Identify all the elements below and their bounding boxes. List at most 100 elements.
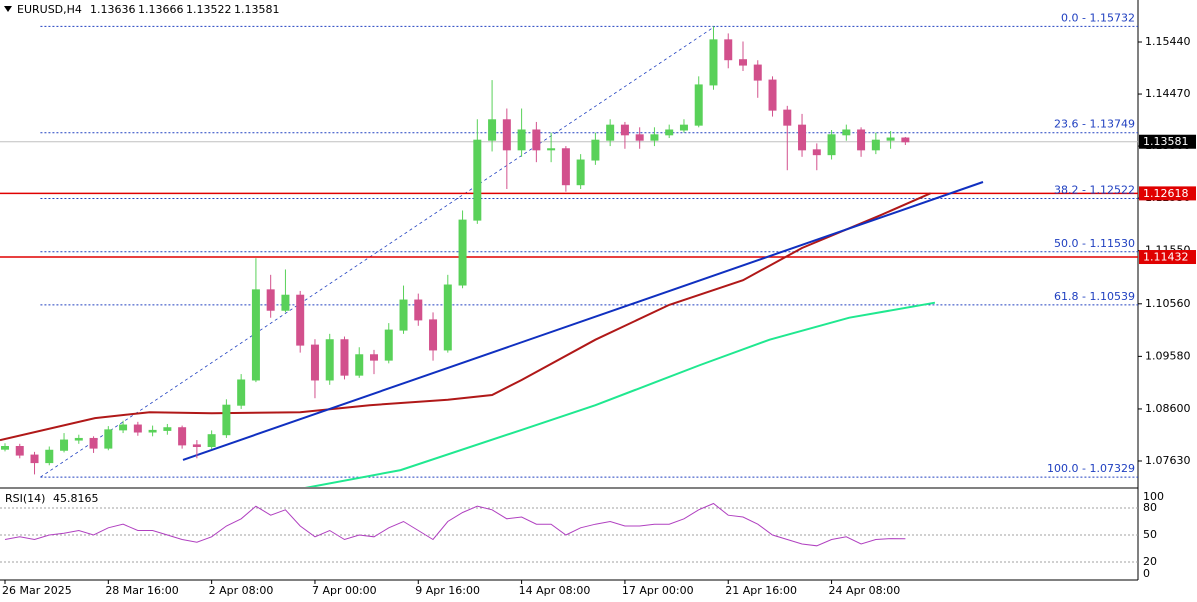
candle-body [709, 39, 718, 86]
x-tick-label: 17 Apr 00:00 [622, 584, 694, 597]
fib-label: 61.8 - 1.10539 [1054, 290, 1135, 303]
candle-body [561, 148, 570, 186]
candle-body [694, 84, 703, 126]
candle-body [517, 129, 526, 151]
candle-body [60, 439, 69, 451]
x-tick-label: 7 Apr 00:00 [312, 584, 377, 597]
candle-body [266, 289, 275, 311]
candle-body [443, 284, 452, 351]
candle-body [251, 289, 260, 381]
candle-body [620, 124, 629, 136]
candle-body [384, 329, 393, 361]
quote-open: 1.13636 [90, 3, 136, 16]
quote-close: 1.13581 [234, 3, 280, 16]
candle-body [399, 299, 408, 331]
y-tick-label: 1.08600 [1145, 402, 1191, 415]
indicator-line [0, 192, 931, 442]
y-tick-label: 1.07630 [1145, 454, 1191, 467]
candle-body [104, 429, 113, 449]
candle-body [679, 124, 688, 131]
candle-body [119, 424, 128, 431]
candle-body [1, 445, 9, 450]
candle-body [473, 139, 482, 221]
x-tick-label: 24 Apr 08:00 [829, 584, 901, 597]
price-plot [0, 25, 1138, 487]
y-tick-label: 1.10560 [1145, 297, 1191, 310]
candle-body [45, 449, 54, 464]
candle-body [606, 124, 615, 141]
candle-body [222, 404, 231, 436]
y-tick-label: 1.09580 [1145, 349, 1191, 362]
candle-body [89, 437, 98, 449]
candle-body [857, 129, 866, 151]
candle-body [355, 354, 364, 376]
price-box-label: 1.11432 [1143, 251, 1189, 264]
candle-body [178, 427, 187, 446]
candle-body [547, 148, 556, 151]
candle-body [325, 339, 334, 381]
candle-body [370, 354, 378, 361]
candle-body [591, 139, 600, 161]
rsi-tick-label: 80 [1143, 501, 1157, 514]
candle-body [281, 294, 290, 311]
rsi-tick-label: 50 [1143, 528, 1157, 541]
x-tick-label: 2 Apr 08:00 [209, 584, 274, 597]
fib-label: 38.2 - 1.12522 [1054, 184, 1135, 197]
candle-body [15, 445, 24, 456]
candle-body [502, 119, 511, 151]
candle-body [650, 134, 659, 141]
y-tick-label: 1.15440 [1145, 35, 1191, 48]
price-box [1139, 134, 1196, 149]
candle-body [798, 124, 807, 151]
candle-body [871, 139, 880, 151]
symbol: EURUSD,H4 [17, 3, 82, 16]
candle-body [842, 129, 851, 136]
candle-body [30, 454, 39, 464]
indicator-line [182, 181, 984, 461]
indicator-line [304, 301, 936, 487]
candle-body [458, 219, 467, 286]
candle-body [163, 427, 172, 431]
candle-body [753, 64, 762, 81]
candle-body [488, 119, 497, 141]
candle-body [148, 429, 157, 433]
candle-body [296, 294, 305, 346]
candle-body [576, 159, 585, 186]
menu-arrow [4, 6, 12, 12]
rsi-value: 45.8165 [53, 492, 99, 505]
candle-body [812, 149, 821, 156]
candle-body [532, 129, 541, 151]
x-tick-label: 21 Apr 16:00 [725, 584, 797, 597]
candle-body [237, 379, 246, 406]
rsi-tick-label: 100 [1143, 490, 1164, 503]
fib-label: 0.0 - 1.15732 [1061, 11, 1135, 24]
candle-body [724, 39, 733, 61]
fib-label: 50.0 - 1.11530 [1054, 237, 1135, 250]
candle-body [901, 137, 910, 143]
candle-body [133, 424, 142, 433]
price-box-label: 1.13581 [1143, 135, 1189, 148]
candle-body [635, 134, 644, 141]
rsi-plot [0, 502, 1138, 563]
fib-label: 23.6 - 1.13749 [1054, 118, 1135, 131]
candle-body [783, 109, 792, 126]
candle-body [768, 79, 777, 111]
candle-body [207, 434, 216, 447]
candle-body [739, 59, 747, 66]
price-box [1139, 250, 1196, 265]
candle-body [310, 344, 319, 381]
quote-low: 1.13522 [186, 3, 232, 16]
candle-body [429, 319, 438, 351]
fib-label: 100.0 - 1.07329 [1047, 462, 1135, 475]
candle-body [827, 134, 836, 156]
quote-high: 1.13666 [138, 3, 184, 16]
axes: 1.154401.144701.135001.125301.115501.105… [2, 11, 1196, 597]
candle-body [340, 339, 349, 376]
candle-body [74, 437, 83, 441]
x-tick-label: 26 Mar 2025 [2, 584, 72, 597]
x-tick-label: 9 Apr 16:00 [415, 584, 480, 597]
rsi-tick-label: 0 [1143, 567, 1150, 580]
candle-body [192, 444, 201, 447]
